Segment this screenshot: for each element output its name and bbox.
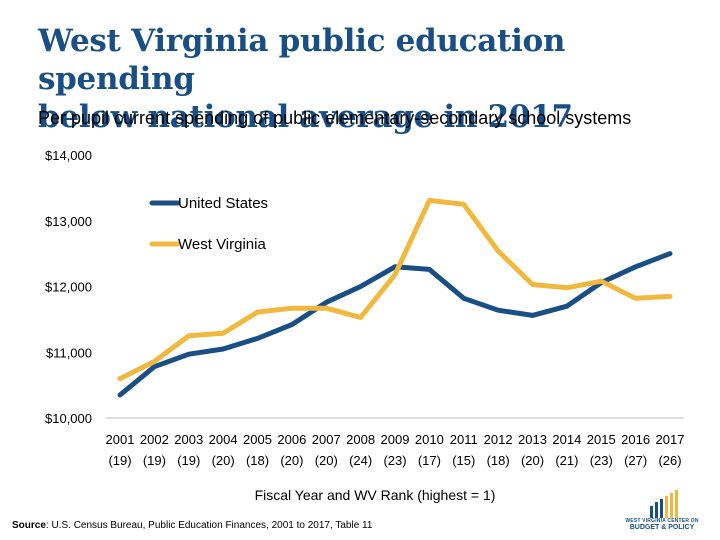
x-tick-label-year: 2014	[552, 432, 581, 447]
x-tick-label-rank: (24)	[349, 453, 372, 468]
title-line-1: West Virginia public education spending	[38, 23, 566, 97]
data-point-united-states	[325, 301, 328, 304]
x-tick-label-year: 2016	[621, 432, 650, 447]
data-point-west-virginia	[668, 295, 672, 298]
x-tick-label-rank: (17)	[418, 453, 441, 468]
x-tick-label-rank: (20)	[280, 453, 303, 468]
logo-text-line-2: BUDGET & POLICY	[629, 524, 695, 531]
x-tick-label-rank: (20)	[521, 453, 544, 468]
data-point-west-virginia	[290, 306, 294, 310]
x-tick-label-year: 2007	[312, 432, 341, 447]
x-tick-label-year: 2002	[140, 432, 169, 447]
x-axis-label: Fiscal Year and WV Rank (highest = 1)	[255, 487, 496, 503]
legend-label: West Virginia	[178, 236, 266, 253]
x-tick-label-year: 2015	[587, 432, 616, 447]
chart-subtitle: Per pupil current spending of public ele…	[38, 108, 632, 128]
x-tick-label-year: 2009	[381, 432, 410, 447]
data-point-united-states	[668, 252, 672, 255]
data-point-west-virginia	[359, 316, 362, 319]
data-point-west-virginia	[634, 297, 637, 300]
x-tick-label-rank: (23)	[590, 453, 613, 468]
y-tick-label: $12,000	[45, 280, 92, 295]
source-text: : U.S. Census Bureau, Public Education F…	[45, 520, 373, 531]
x-tick-label-rank: (26)	[658, 453, 681, 468]
source-note: Source: U.S. Census Bureau, Public Educa…	[12, 520, 372, 531]
x-tick-label-rank: (23)	[383, 453, 406, 468]
x-tick-label-year: 2006	[277, 432, 306, 447]
y-tick-label: $10,000	[45, 411, 92, 426]
title-line-2: below national average in 2017	[38, 99, 573, 135]
data-point-united-states	[531, 314, 534, 317]
x-tick-label-year: 2004	[209, 432, 238, 447]
data-point-west-virginia	[393, 273, 397, 276]
bar-graph-logo-icon	[650, 490, 678, 518]
y-tick-label: $11,000	[46, 345, 92, 360]
x-tick-label-year: 2005	[243, 432, 272, 447]
x-tick-label-rank: (15)	[452, 453, 475, 468]
data-point-united-states	[496, 308, 500, 312]
logo-text-line-1: WEST VIRGINIA CENTER ON	[625, 518, 699, 524]
data-point-west-virginia	[118, 377, 122, 380]
data-point-west-virginia	[600, 280, 603, 283]
data-point-united-states	[187, 353, 190, 356]
x-tick-label-rank: (19)	[177, 453, 200, 468]
data-point-west-virginia	[531, 283, 534, 286]
chart-title: West Virginia public education spending …	[38, 22, 708, 136]
data-point-united-states	[118, 393, 122, 397]
data-point-united-states	[153, 365, 156, 368]
data-point-west-virginia	[153, 360, 156, 363]
data-point-west-virginia	[256, 310, 259, 314]
data-point-united-states	[565, 305, 569, 308]
x-tick-label-rank: (20)	[212, 453, 235, 468]
data-point-united-states	[359, 285, 362, 288]
data-point-west-virginia	[187, 334, 190, 338]
x-tick-label-year: 2010	[415, 432, 444, 447]
data-point-united-states	[393, 265, 397, 268]
x-tick-label-rank: (21)	[555, 453, 578, 468]
x-tick-label-year: 2001	[106, 432, 135, 447]
wvcbp-logo: WEST VIRGINIA CENTER ON BUDGET & POLICY	[612, 488, 712, 536]
x-tick-label-year: 2012	[484, 432, 513, 447]
data-point-west-virginia	[565, 286, 569, 290]
x-tick-label-rank: (20)	[315, 453, 338, 468]
data-point-west-virginia	[496, 249, 500, 253]
data-point-west-virginia	[428, 199, 431, 202]
data-point-west-virginia	[221, 331, 225, 335]
x-tick-label-year: 2013	[518, 432, 547, 447]
x-tick-label-year: 2017	[656, 432, 685, 447]
data-point-west-virginia	[325, 306, 328, 310]
data-point-united-states	[221, 347, 225, 351]
legend-label: United States	[178, 195, 268, 212]
x-tick-label-year: 2008	[346, 432, 375, 447]
x-tick-label-year: 2011	[450, 432, 478, 447]
data-point-united-states	[634, 265, 637, 268]
data-point-west-virginia	[462, 203, 465, 206]
x-tick-label-rank: (18)	[487, 453, 510, 468]
data-point-united-states	[256, 337, 259, 340]
x-tick-label-year: 2003	[174, 432, 203, 447]
data-point-united-states	[462, 297, 465, 300]
data-point-united-states	[290, 323, 294, 326]
y-tick-label: $14,000	[45, 148, 92, 163]
x-tick-label-rank: (27)	[624, 453, 647, 468]
x-tick-label-rank: (19)	[108, 453, 131, 468]
x-tick-label-rank: (19)	[143, 453, 166, 468]
source-label: Source	[12, 520, 46, 531]
x-tick-label-rank: (18)	[246, 453, 269, 468]
y-tick-label: $13,000	[45, 214, 92, 229]
data-point-united-states	[428, 268, 431, 271]
